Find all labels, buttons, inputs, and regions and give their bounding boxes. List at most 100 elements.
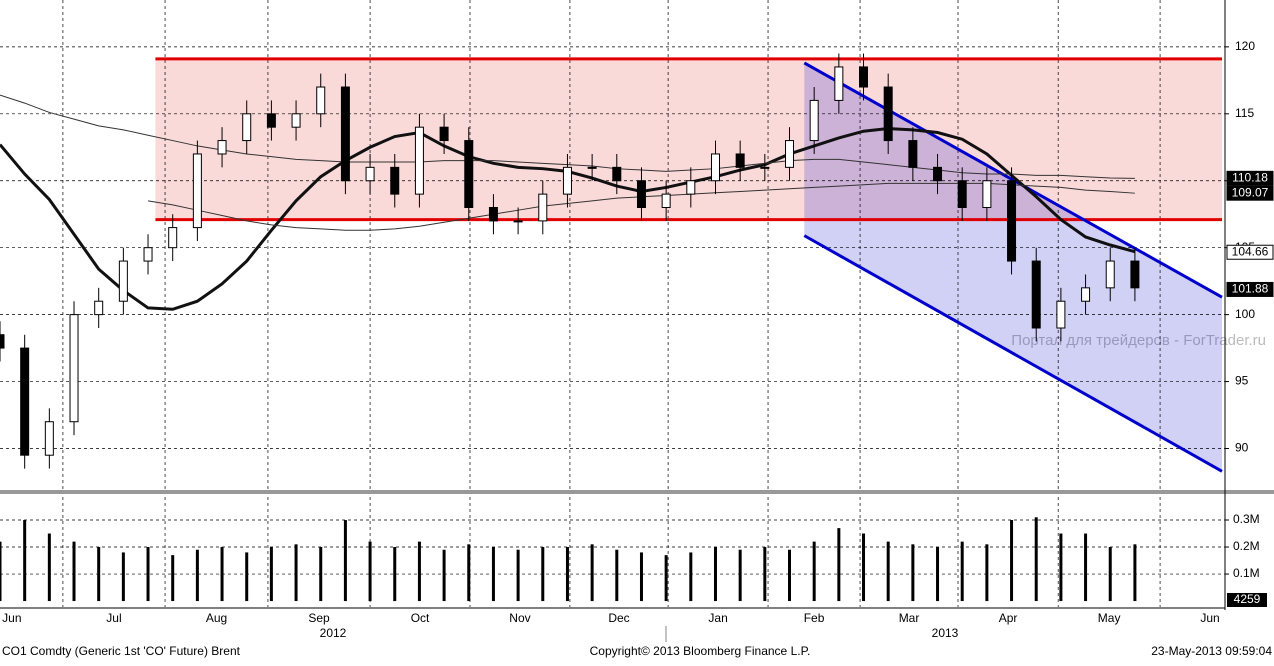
candle-body: [661, 193, 671, 209]
volume-bar: [664, 555, 668, 602]
volume-bar: [121, 552, 125, 602]
candle-body: [686, 180, 696, 195]
footer-left: CO1 Comdty (Generic 1st 'CO' Future) Bre…: [2, 644, 241, 658]
timestamp: 23-May-2013 09:59:04: [1151, 644, 1272, 658]
x-tick-label: Oct: [411, 611, 430, 625]
y-tick-label: 95: [1235, 374, 1249, 388]
volume-bar: [689, 552, 693, 602]
volume-tag: [1227, 593, 1267, 607]
candle-body: [883, 86, 893, 142]
volume-bar: [368, 541, 372, 602]
candle-body: [735, 153, 745, 168]
candle-body: [513, 220, 523, 223]
year-label: 2012: [320, 626, 347, 640]
volume-bar: [47, 533, 51, 602]
x-tick-label: Aug: [206, 611, 227, 625]
candle-body: [538, 193, 548, 222]
range-box: [155, 58, 1222, 220]
volume-bar: [1133, 544, 1137, 602]
x-tick-label: Feb: [804, 611, 825, 625]
volume-bar: [713, 547, 717, 602]
price-tag: [1226, 170, 1274, 186]
volume-bar: [23, 520, 27, 602]
panel-separator: [0, 490, 1274, 494]
volume-bar: [491, 547, 495, 602]
volume-bar: [812, 541, 816, 602]
volume-bar: [220, 547, 224, 602]
candle-body: [710, 153, 720, 182]
candle-body: [118, 260, 128, 302]
copyright: Copyright© 2013 Bloomberg Finance L.P.: [590, 644, 811, 658]
volume-bar: [590, 544, 594, 602]
candle-body: [1105, 260, 1115, 289]
volume-bar: [393, 547, 397, 602]
volume-bar: [294, 544, 298, 602]
candle-body: [612, 166, 622, 182]
candle-body: [69, 314, 79, 423]
candle-body: [760, 166, 770, 169]
price-tag-label: 104.66: [1232, 244, 1269, 258]
y-tick-label: 115: [1235, 106, 1254, 120]
volume-bar: [1010, 520, 1014, 602]
volume-bar: [195, 549, 199, 602]
candle-body: [1130, 260, 1140, 289]
candle-body: [0, 334, 5, 349]
volume-bar: [936, 547, 940, 602]
volume-bar: [911, 544, 915, 602]
price-tag: [1226, 281, 1274, 297]
channel-line: [803, 234, 1223, 473]
candle-body: [94, 300, 104, 316]
volume-bar: [1084, 533, 1088, 602]
y-tick-label: 0.3M: [1233, 512, 1260, 526]
candle-body: [834, 66, 844, 101]
volume-bar: [541, 547, 545, 602]
candle-body: [859, 66, 869, 88]
candle-body: [44, 421, 54, 456]
candle-body: [1056, 300, 1066, 329]
candle-body: [1007, 180, 1017, 262]
candle-body: [291, 113, 301, 128]
volume-bar: [738, 549, 742, 602]
x-tick-label: Mar: [899, 611, 920, 625]
candle-body: [390, 166, 400, 195]
volume-bar: [319, 547, 323, 602]
candle-body: [340, 86, 350, 182]
y-tick-label: 120: [1235, 39, 1255, 53]
x-tick-label: May: [1098, 611, 1121, 625]
y-tick-label: 90: [1235, 441, 1249, 455]
x-tick-label: Nov: [509, 611, 530, 625]
candle-body: [20, 347, 30, 456]
candle-body: [464, 140, 474, 209]
volume-bar: [862, 533, 866, 602]
x-tick-label: Sep: [308, 611, 330, 625]
y-tick-label: 0.1M: [1233, 566, 1260, 580]
candle-body: [488, 207, 498, 222]
candle-body: [217, 140, 227, 155]
candle-body: [168, 227, 178, 249]
volume-bar: [763, 547, 767, 602]
price-tag-label: 101.88: [1232, 282, 1269, 296]
candle-body: [1031, 260, 1041, 329]
volume-bar: [788, 549, 792, 602]
x-tick-label: Jan: [708, 611, 727, 625]
x-tick-label: Jul: [106, 611, 121, 625]
volume-bar: [1059, 533, 1063, 602]
volume-bar: [72, 541, 76, 602]
candle-body: [809, 99, 819, 142]
channel-line: [803, 61, 1223, 299]
volume-bar: [1034, 517, 1038, 602]
candle-body: [242, 113, 252, 142]
volume-bar: [639, 552, 643, 602]
volume-bar: [269, 547, 273, 602]
price-tag-label: 110.18: [1232, 170, 1268, 184]
volume-bar: [837, 528, 841, 602]
volume-bar: [417, 541, 421, 602]
candle-body: [266, 113, 276, 128]
candle-body: [192, 153, 202, 229]
volume-bar: [886, 541, 890, 602]
candle-body: [982, 180, 992, 209]
x-tick-label: Jun: [2, 611, 21, 625]
candle-body: [316, 86, 326, 115]
candle-body: [562, 166, 572, 195]
x-tick-label: Apr: [999, 611, 1018, 625]
